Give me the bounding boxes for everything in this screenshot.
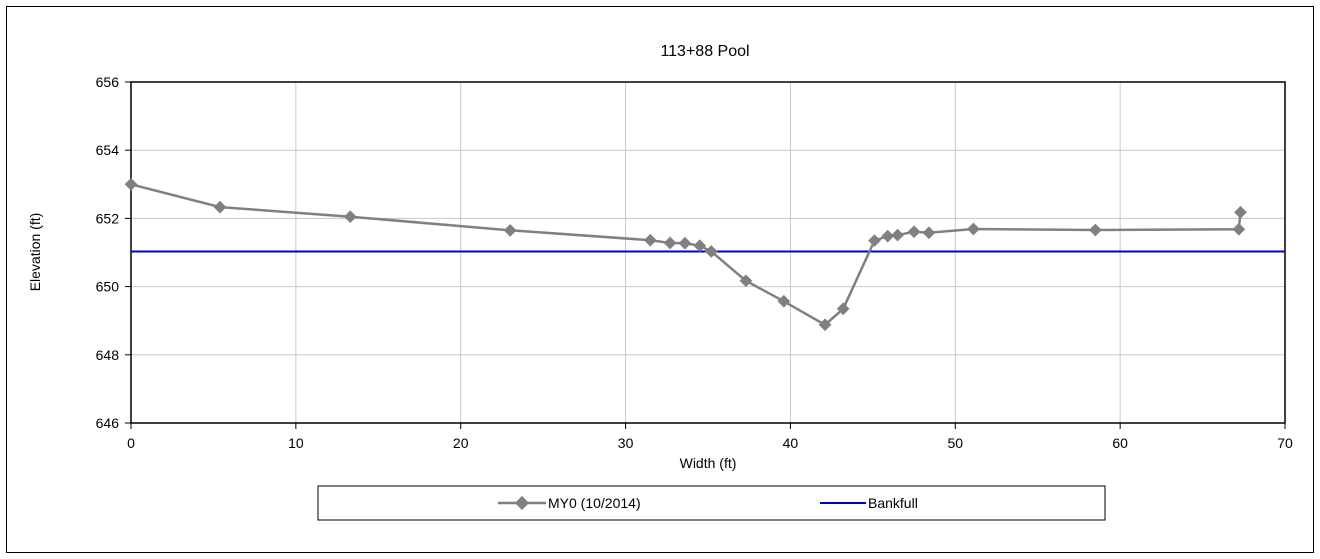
series-my0-10-2014 bbox=[124, 177, 1247, 332]
x-tick-label: 60 bbox=[1112, 435, 1128, 451]
data-point bbox=[124, 177, 138, 191]
data-point bbox=[663, 236, 677, 250]
y-tick-label: 650 bbox=[96, 279, 120, 295]
data-point bbox=[891, 228, 904, 242]
chart-title: 113+88 Pool bbox=[660, 43, 749, 60]
series-layer bbox=[124, 177, 1285, 332]
data-point bbox=[1089, 223, 1102, 237]
x-tick-label: 40 bbox=[783, 435, 799, 451]
data-point bbox=[678, 236, 692, 250]
data-point bbox=[343, 210, 357, 224]
data-point bbox=[1232, 222, 1246, 236]
data-point bbox=[907, 225, 921, 239]
x-tick-label: 70 bbox=[1277, 435, 1293, 451]
legend-label-bankfull: Bankfull bbox=[868, 495, 918, 511]
y-tick-label: 648 bbox=[96, 347, 120, 363]
data-point bbox=[503, 223, 517, 237]
legend-box bbox=[317, 485, 1106, 521]
x-tick-label: 30 bbox=[618, 435, 634, 451]
data-point bbox=[1234, 205, 1247, 219]
data-point bbox=[922, 226, 936, 240]
y-axis-ticks: 646 648 650 652 654 656 bbox=[96, 74, 131, 431]
series-line bbox=[130, 183, 1242, 327]
data-point bbox=[213, 200, 227, 214]
legend-marker-my0 bbox=[514, 495, 530, 511]
y-tick-label: 652 bbox=[96, 210, 120, 226]
data-point bbox=[967, 222, 980, 236]
data-point bbox=[693, 239, 707, 253]
x-axis-label: Width (ft) bbox=[680, 455, 737, 471]
y-axis-label: Elevation (ft) bbox=[27, 213, 43, 292]
data-point bbox=[643, 233, 657, 247]
y-tick-label: 656 bbox=[96, 74, 120, 90]
data-point bbox=[881, 229, 895, 243]
x-tick-label: 50 bbox=[947, 435, 963, 451]
x-axis-ticks: 0 10 20 30 40 50 60 70 bbox=[127, 423, 1293, 451]
x-tick-label: 0 bbox=[127, 435, 135, 451]
legend-label-my0: MY0 (10/2014) bbox=[548, 495, 641, 511]
y-tick-label: 654 bbox=[96, 142, 120, 158]
data-point bbox=[777, 294, 791, 308]
y-tick-label: 646 bbox=[96, 415, 120, 431]
x-tick-label: 20 bbox=[453, 435, 469, 451]
data-point bbox=[868, 234, 881, 247]
legend: MY0 (10/2014) Bankfull bbox=[317, 485, 1106, 521]
chart-frame bbox=[6, 6, 1314, 553]
x-tick-label: 10 bbox=[288, 435, 304, 451]
